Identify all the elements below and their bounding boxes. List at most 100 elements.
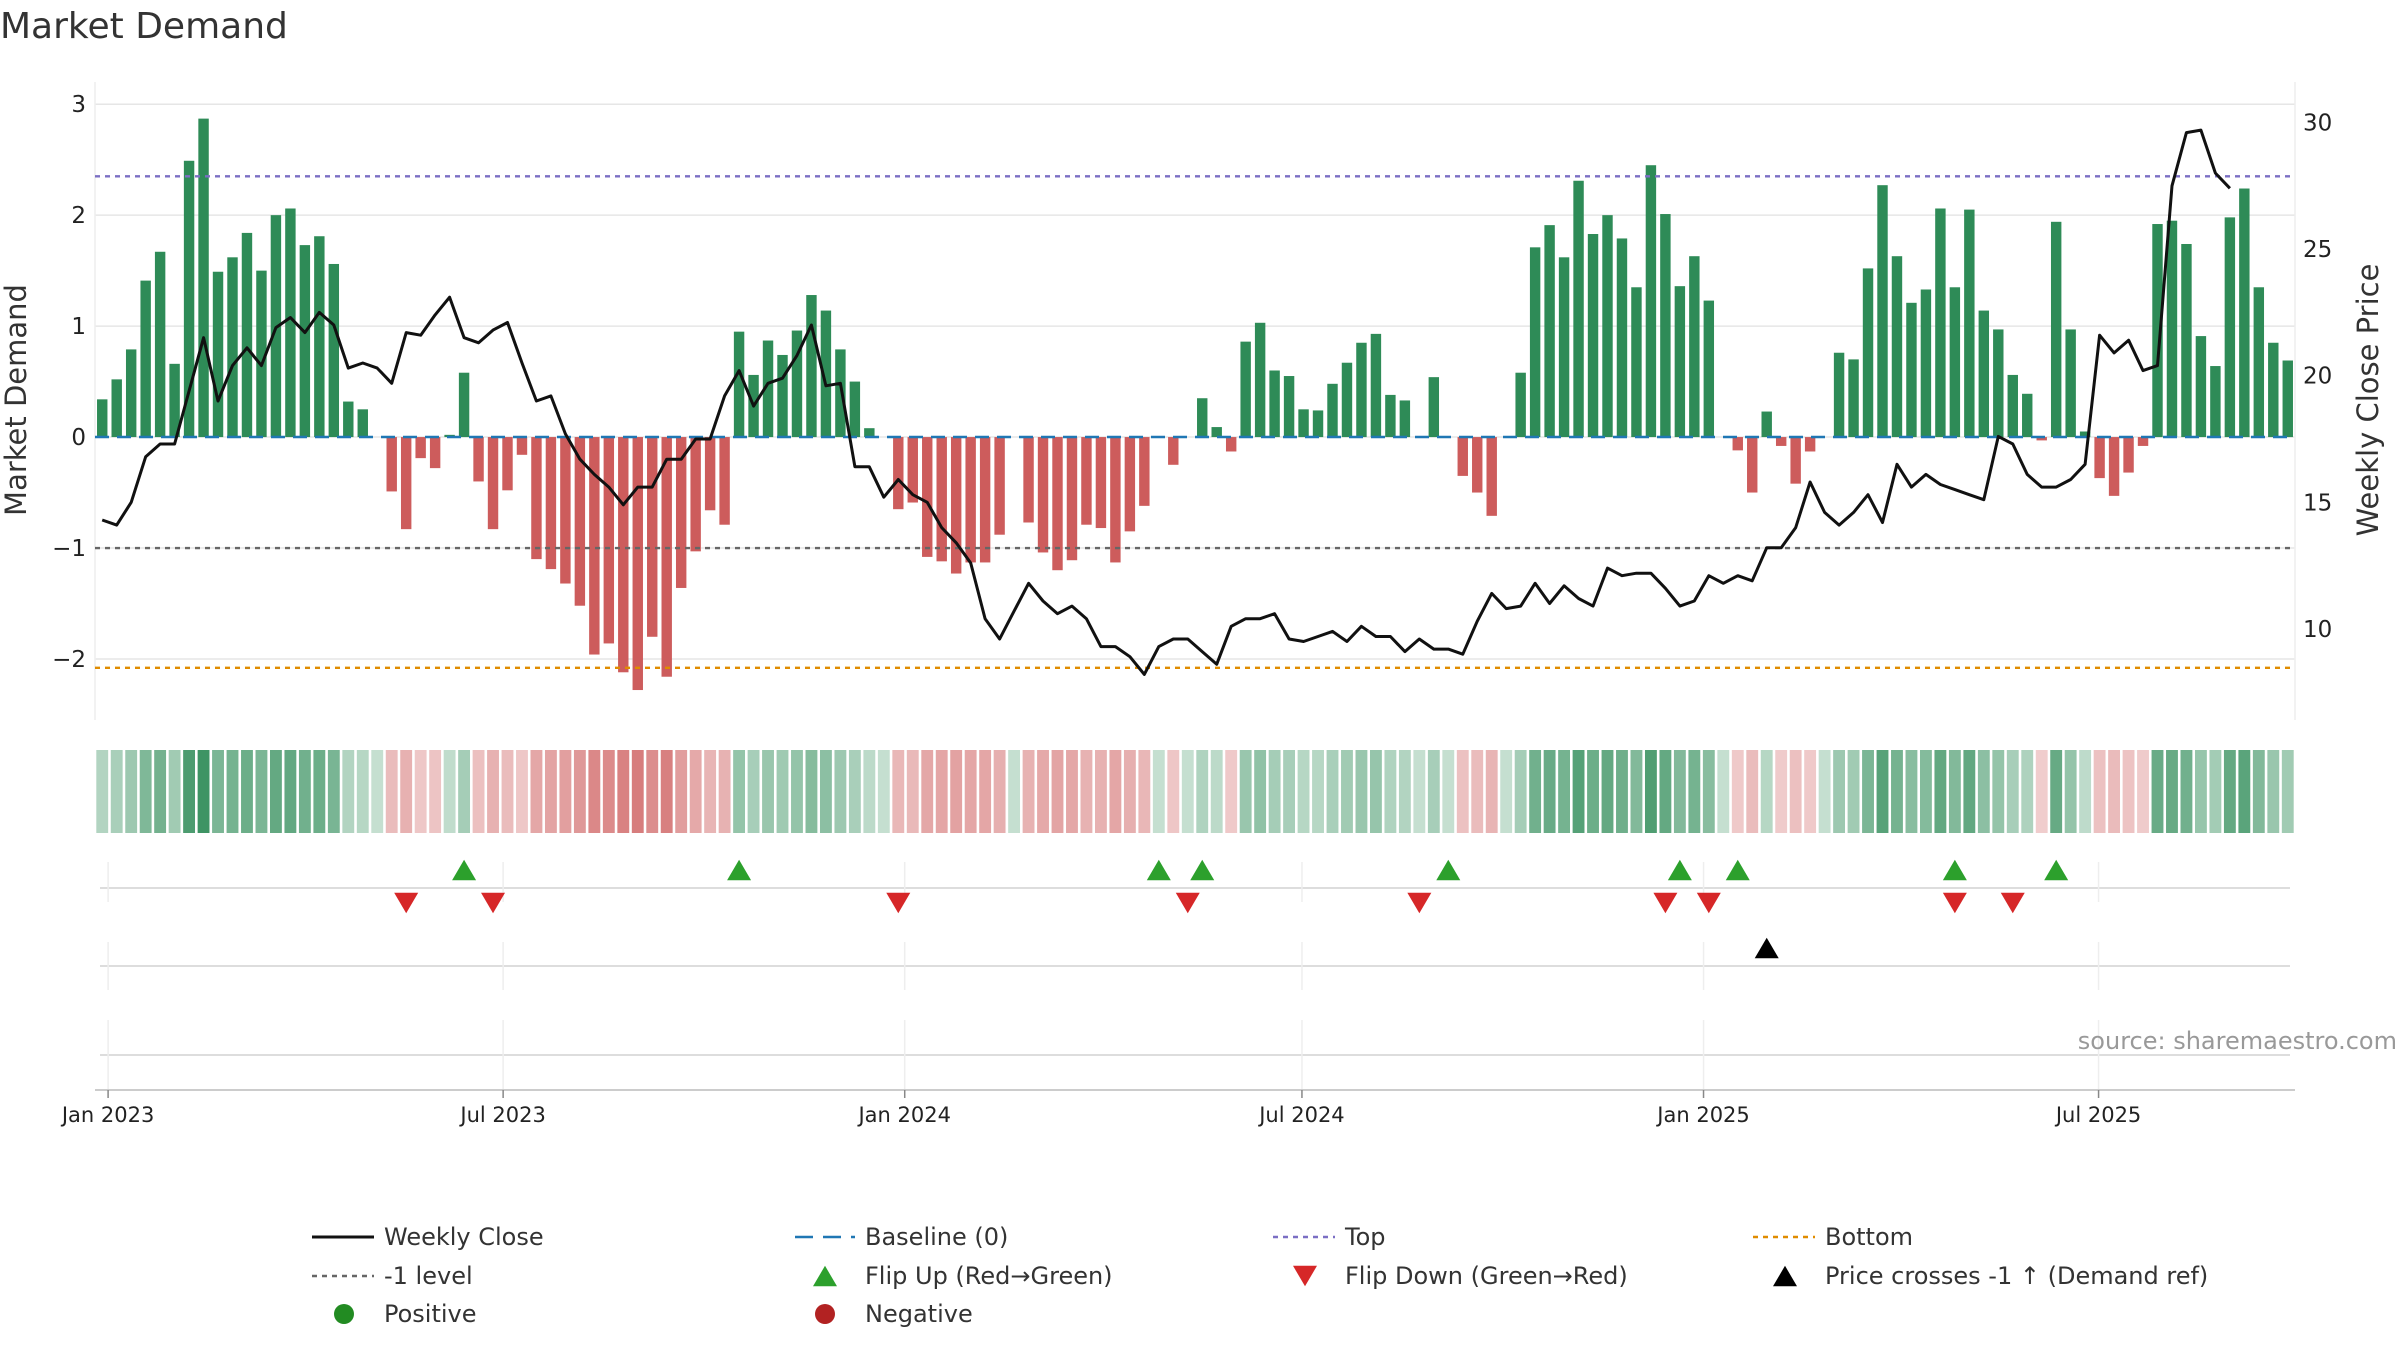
demand-bar-negative <box>2094 437 2105 479</box>
legend-label: Flip Down (Green→Red) <box>1345 1262 1628 1290</box>
demand-bar-negative <box>2036 437 2047 441</box>
heat-cell <box>1673 750 1686 833</box>
heat-cell <box>313 750 326 833</box>
heat-cell <box>1760 750 1773 833</box>
legend-label: Top <box>1344 1223 1386 1251</box>
demand-bar-negative <box>675 437 687 588</box>
heat-cell <box>1471 750 1484 833</box>
demand-bar-positive <box>2050 221 2062 438</box>
heat-cell <box>2151 750 2164 833</box>
date-tick-label: Jul 2025 <box>2054 1103 2141 1127</box>
heat-cell <box>2166 750 2178 833</box>
demand-bar-negative <box>400 437 412 530</box>
heat-cell <box>935 750 948 833</box>
heat-cell <box>1948 750 1961 833</box>
left-tick-label: 2 <box>71 203 86 229</box>
demand-bar-negative <box>1472 437 1483 493</box>
demand-bar-negative <box>1037 437 1049 553</box>
demand-bar-positive <box>2181 243 2192 438</box>
demand-bar-positive <box>1385 394 1396 438</box>
legend-label: -1 level <box>384 1262 473 1290</box>
heat-cell <box>1804 750 1817 833</box>
demand-bar-positive <box>111 379 122 438</box>
heat-cell <box>733 750 746 833</box>
flip-down-marker <box>394 892 419 914</box>
demand-bar-positive <box>2268 342 2279 438</box>
heat-cell <box>1992 750 2005 833</box>
heat-cell <box>2267 750 2280 833</box>
demand-bar-negative <box>647 437 658 637</box>
heat-cell <box>1543 750 1556 833</box>
heat-cell <box>1442 750 1455 833</box>
right-axis-ticks: 30 25 20 15 10 <box>2303 111 2332 643</box>
heat-cell <box>675 750 688 833</box>
demand-bar-positive <box>1428 377 1440 438</box>
heat-cell <box>1485 750 1498 833</box>
heat-cell <box>1254 750 1267 833</box>
demand-bar-negative <box>545 437 557 570</box>
demand-bar-negative <box>2108 437 2120 496</box>
legend-item-top: Top <box>1273 1223 1386 1251</box>
right-axis-label: Weekly Close Price <box>2351 264 2385 537</box>
heat-cell <box>1731 750 1744 833</box>
demand-bar-positive <box>1920 289 1932 438</box>
demand-bar-negative <box>2137 437 2149 446</box>
flip-up-marker <box>1667 859 1692 881</box>
demand-bar-negative <box>1168 437 1179 465</box>
demand-bar-positive <box>256 270 267 438</box>
heat-cell <box>443 750 456 833</box>
heat-cell <box>1977 750 1990 833</box>
heat-cell <box>1862 750 1874 833</box>
left-tick-label: 3 <box>71 92 86 118</box>
heat-cell <box>197 750 210 833</box>
heat-cell <box>458 750 471 833</box>
demand-bar-positive <box>1197 398 1208 438</box>
demand-bar-positive <box>2022 393 2033 438</box>
heat-cell <box>921 750 934 833</box>
heat-cell <box>2238 750 2251 833</box>
right-tick-label: 25 <box>2303 237 2332 263</box>
demand-bar-negative <box>1732 437 1743 451</box>
date-tick-label: Jan 2025 <box>1655 1103 1750 1127</box>
demand-bar-negative <box>719 437 730 525</box>
demand-bar-positive <box>1703 300 1715 438</box>
heat-cell <box>1456 750 1469 833</box>
legend-swatch-flip-up <box>813 1265 837 1287</box>
heat-cell <box>1384 750 1397 833</box>
heat-cell <box>1066 750 1078 833</box>
heat-cell <box>1239 750 1252 833</box>
legend-item-bottom: Bottom <box>1753 1223 1913 1251</box>
demand-bar-positive <box>299 245 311 438</box>
heat-cell <box>588 750 601 833</box>
weekly-close-series <box>101 128 2231 676</box>
demand-bar-positive <box>1862 268 1874 438</box>
demand-bar-negative <box>2123 437 2134 473</box>
heat-cell <box>2180 750 2193 833</box>
demand-bar-negative <box>531 437 542 560</box>
price-cross-marker <box>1754 937 1779 959</box>
demand-bar-positive <box>314 236 325 438</box>
flip-up-marker <box>2044 859 2069 881</box>
legend-label: Baseline (0) <box>865 1223 1008 1251</box>
demand-bar-negative <box>1457 437 1468 476</box>
heat-cell <box>805 750 818 833</box>
demand-bar-positive <box>458 372 470 438</box>
left-tick-label: 0 <box>71 425 86 451</box>
heat-cell <box>1427 750 1440 833</box>
heat-cell <box>269 750 282 833</box>
heat-cell <box>950 750 963 833</box>
demand-bar-positive <box>864 428 875 438</box>
flip-up-marker <box>1942 859 1967 881</box>
heat-cell <box>2223 750 2236 833</box>
demand-bar-positive <box>1993 329 2004 438</box>
heat-cell <box>1210 750 1223 833</box>
heat-cell <box>776 750 789 833</box>
flip-down-marker <box>1942 892 1967 914</box>
heat-cell <box>834 750 847 833</box>
heat-cell <box>1905 750 1918 833</box>
demand-bar-positive <box>198 118 209 438</box>
heat-cell <box>1196 750 1209 833</box>
heat-cell <box>747 750 760 833</box>
heat-cell <box>1891 750 1903 833</box>
demand-bar-negative <box>502 437 513 491</box>
